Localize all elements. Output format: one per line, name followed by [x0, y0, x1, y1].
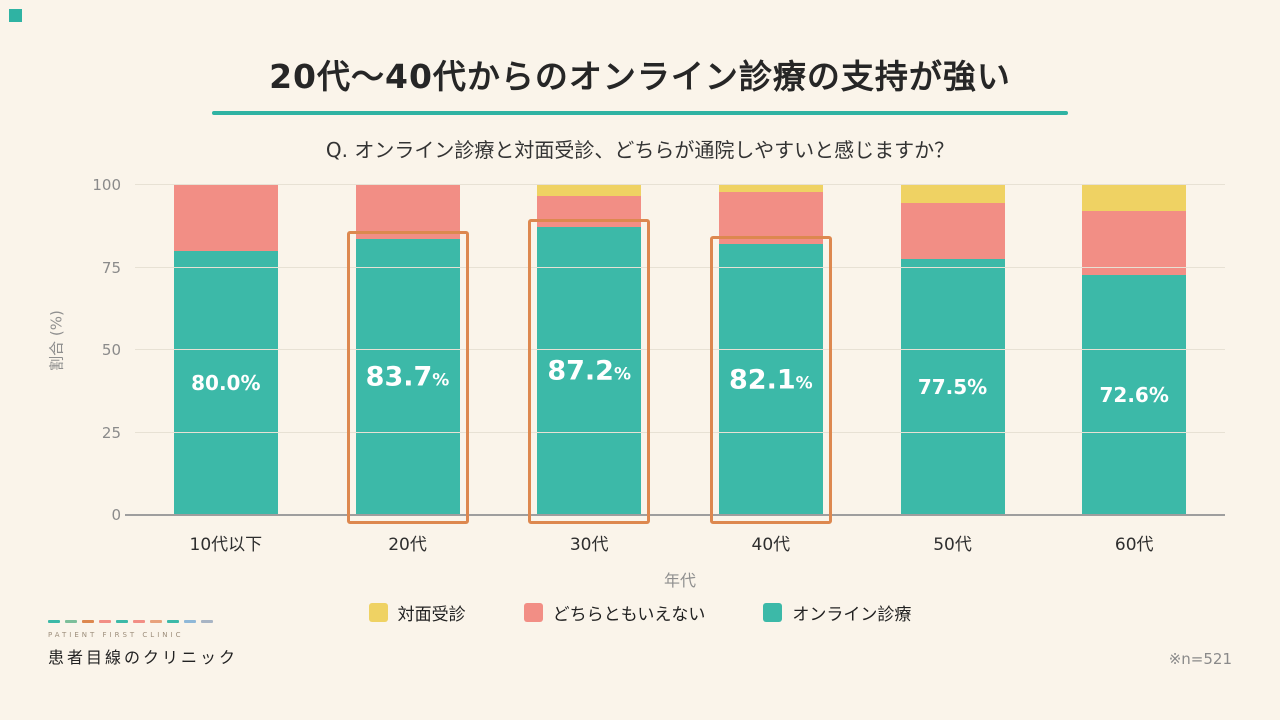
segment-どちらともいえない [1082, 211, 1187, 276]
stacked-bar-60代: 72.6% [1082, 185, 1187, 515]
brand-dash-9 [201, 620, 213, 623]
y-tick-label-0: 0 [111, 506, 121, 524]
segment-どちらともいえない [900, 203, 1005, 260]
x-category-label-30代: 30代 [569, 535, 609, 555]
brand-tagline: PATIENT FIRST CLINIC [48, 631, 184, 639]
x-axis-labels: 10代以下 20代 30代 40代 50代 60代 [135, 530, 1225, 555]
x-category-label-20代: 20代 [388, 535, 427, 555]
brand-dashes [48, 620, 238, 623]
bar-row: 80.0% 83.7% 87.2% 82.1% 77.5% 72.6% [135, 185, 1225, 524]
legend-swatch [763, 603, 783, 622]
legend-swatch [523, 603, 543, 622]
segment-オンライン診療 [173, 251, 278, 515]
segment-オンライン診療 [537, 227, 642, 515]
x-category-label-50代: 50代 [933, 535, 972, 555]
highlight-frame-20代 [346, 230, 469, 524]
segment-オンライン診療 [718, 244, 823, 515]
bar-slot-60代: 72.6% [1043, 185, 1225, 515]
brand-dash-1 [65, 620, 77, 623]
bar-slot-10代以下: 80.0% [135, 185, 317, 515]
segment-どちらともいえない [355, 185, 460, 239]
bar-slot-30代: 87.2% [498, 185, 680, 524]
plot-area: 80.0% 83.7% 87.2% 82.1% 77.5% 72.6% 0 25 50 75 10… [92, 176, 1225, 524]
x-axis-title: 年代 [663, 571, 696, 590]
bar-value-label-10代以下: 80.0% [191, 371, 261, 395]
brand-dash-6 [150, 620, 162, 623]
legend-label: どちらともいえない [552, 605, 706, 625]
survey-question: Q. オンライン診療と対面受診、どちらが通院しやすいと感じますか？ [325, 138, 955, 162]
segment-対面受診 [537, 185, 642, 196]
corner-accent-square [9, 9, 22, 22]
segment-対面受診 [718, 185, 823, 192]
segment-どちらともいえない [173, 185, 278, 251]
x-category-label-40代: 40代 [751, 535, 791, 555]
stacked-bar-10代以下: 80.0% [173, 185, 278, 515]
highlight-frame-30代 [528, 219, 651, 524]
brand-block: PATIENT FIRST CLINIC 患者目線のクリニック [48, 620, 238, 668]
gridline-25 [135, 431, 1225, 433]
chart-legend: 対面受診 どちらともいえない オンライン診療 [0, 600, 1280, 625]
bar-value-label-60代: 72.6% [1099, 383, 1169, 408]
y-tick-label-50: 50 [101, 341, 121, 359]
segment-対面受診 [1082, 185, 1187, 212]
y-tick-label-75: 75 [101, 258, 121, 277]
title-underline [212, 111, 1068, 115]
x-category-label-10代以下: 10代以下 [189, 535, 263, 555]
bar-value-label-50代: 77.5% [917, 375, 988, 400]
brand-dash-8 [184, 620, 196, 623]
brand-dash-7 [167, 620, 179, 623]
legend-item-オンライン診療: オンライン診療 [763, 600, 911, 625]
brand-dash-2 [82, 620, 94, 623]
x-category-label-60代: 60代 [1114, 535, 1154, 555]
brand-dash-5 [133, 620, 145, 623]
highlight-frame-40代 [709, 236, 832, 524]
bar-value-label-20代: 83.7% [365, 361, 450, 393]
bar-value-label-30代: 87.2% [547, 355, 631, 387]
page-title: 20代〜40代からのオンライン診療の支持が強い [269, 57, 1011, 96]
brand-dash-0 [48, 620, 60, 623]
bar-slot-20代: 83.7% [317, 185, 499, 524]
legend-label: 対面受診 [397, 605, 466, 625]
segment-どちらともいえない [718, 191, 823, 245]
x-axis-line [125, 514, 1225, 516]
header: 20代〜40代からのオンライン診療の支持が強い Q. オンライン診療と対面受診、… [0, 50, 1280, 163]
brand-dash-3 [99, 620, 111, 623]
bar-slot-40代: 82.1% [680, 185, 862, 524]
legend-label: オンライン診療 [792, 605, 912, 625]
brand-dash-4 [116, 620, 128, 623]
stacked-bar-50代: 77.5% [900, 185, 1005, 515]
legend-swatch [368, 603, 388, 622]
y-tick-label-25: 25 [101, 423, 121, 442]
stacked-bar-20代: 83.7% [355, 185, 460, 515]
legend-item-どちらともいえない: どちらともいえない [523, 600, 706, 625]
legend-item-対面受診: 対面受診 [368, 600, 466, 625]
bar-slot-50代: 77.5% [862, 185, 1044, 515]
y-tick-label-100: 100 [92, 176, 121, 194]
stacked-bar-40代: 82.1% [718, 185, 823, 515]
bar-value-label-40代: 82.1% [729, 364, 813, 396]
gridline-75 [135, 266, 1225, 268]
segment-オンライン診療 [355, 238, 460, 515]
segment-対面受診 [900, 185, 1005, 204]
gridline-100 [135, 184, 1225, 185]
segment-オンライン診療 [900, 259, 1005, 515]
sample-size-note: ※n=521 [1168, 650, 1232, 668]
brand-name: 患者目線のクリニック [48, 648, 239, 667]
y-axis-title: 割合 (%) [47, 310, 66, 371]
gridline-50 [135, 349, 1225, 350]
segment-オンライン診療 [1082, 275, 1187, 515]
